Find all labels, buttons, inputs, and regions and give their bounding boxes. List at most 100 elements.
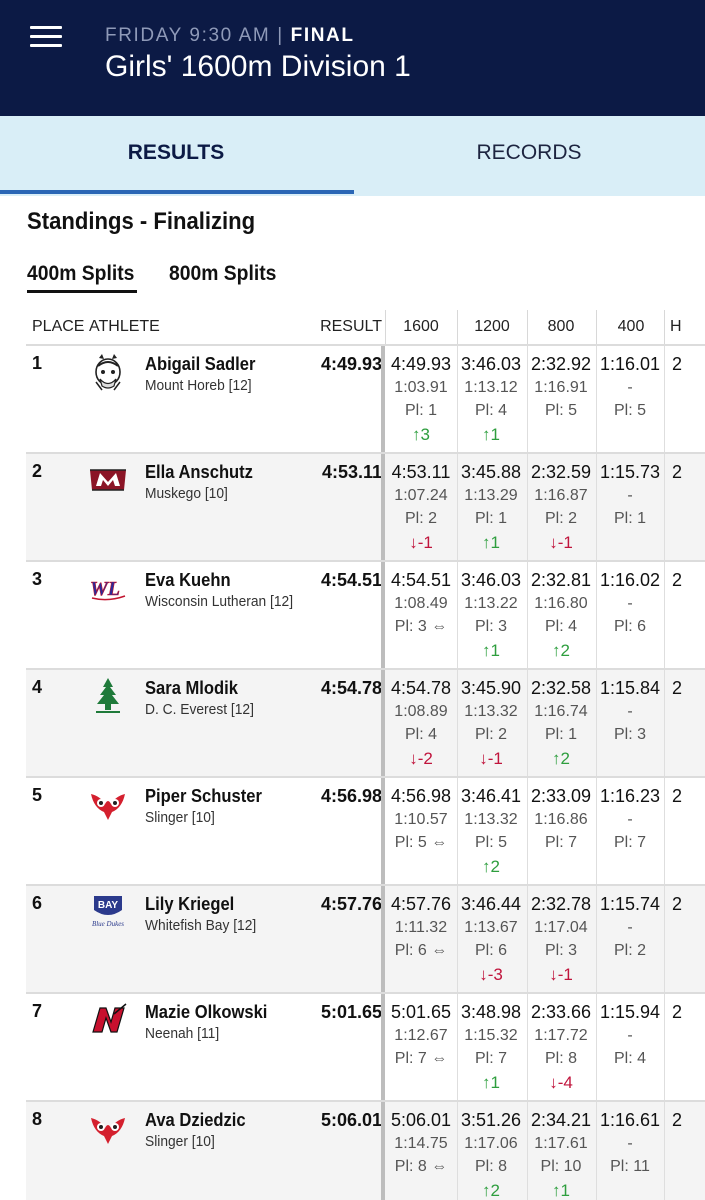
athlete-name[interactable]: Piper Schuster <box>145 786 262 806</box>
split-1600: 4:54.78 1:08.89 Pl: 4 ↓-2 <box>387 676 455 771</box>
result-divider <box>381 1102 385 1200</box>
split-time: 2:32.59 <box>530 462 592 482</box>
athlete-name[interactable]: Sara Mlodik <box>145 678 238 698</box>
place-change: ↓-1 <box>409 533 433 552</box>
result-time: 4:49.93 <box>320 354 382 374</box>
tab-800m-splits[interactable]: 800m Splits <box>169 262 277 285</box>
athlete-name[interactable]: Abigail Sadler <box>145 354 256 374</box>
split-place: Pl: 8 <box>544 1050 577 1067</box>
split-1200: 3:46.44 1:13.67 Pl: 6 ↓-3 <box>457 892 525 987</box>
result-divider <box>381 886 385 992</box>
table-row[interactable]: 2 Ella Anschutz Muskego [10] 4:53.11 4:53.1… <box>26 452 705 560</box>
column-header-1600[interactable]: 1600 <box>403 318 439 335</box>
split-1200: 3:46.41 1:13.32 Pl: 5 ↑2 <box>457 784 525 879</box>
split-place: Pl: 2 <box>474 726 507 743</box>
partial-column-value: 2 <box>672 786 683 806</box>
split-lap: - <box>627 379 633 396</box>
athlete-name[interactable]: Ella Anschutz <box>145 462 253 482</box>
split-time: 3:48.98 <box>460 1002 522 1022</box>
table-row[interactable]: 8 Ava Dziedzic Slinger [10] 5:06.01 5:06.01… <box>26 1100 705 1200</box>
split-time: 2:32.81 <box>530 570 592 590</box>
column-divider <box>527 670 528 776</box>
split-time: 1:15.84 <box>599 678 661 698</box>
place-change <box>596 747 664 771</box>
column-divider <box>527 778 528 884</box>
column-divider <box>457 778 458 884</box>
split-time: 2:32.58 <box>530 678 592 698</box>
tab-records[interactable]: RECORDS <box>476 141 582 164</box>
table-row[interactable]: 3 WL Eva Kuehn Wisconsin Lutheran [12] 4:54.… <box>26 560 705 668</box>
split-time: 2:32.92 <box>530 354 592 374</box>
place-change: ↑1 <box>482 1073 500 1092</box>
active-tab-indicator <box>0 190 354 194</box>
place-change <box>596 963 664 987</box>
split-1600: 4:53.11 1:07.24 Pl: 2 ↓-1 <box>387 460 455 555</box>
column-divider <box>596 778 597 884</box>
split-place: Pl: 7 <box>613 834 646 851</box>
column-header-athlete[interactable]: ATHLETE <box>89 318 160 335</box>
split-time: 4:56.98 <box>390 786 452 806</box>
whitefish-bay-logo: BAY Blue Dukes <box>88 892 128 932</box>
split-time: 1:16.23 <box>599 786 661 806</box>
split-place: Pl: 5 <box>474 834 507 851</box>
athlete-name[interactable]: Mazie Olkowski <box>145 1002 268 1022</box>
place-change <box>596 1179 664 1200</box>
place-change: ↑2 <box>552 749 570 768</box>
table-row[interactable]: 7 Mazie Olkowski Neenah [11] 5:01.65 5:01.6… <box>26 992 705 1100</box>
split-lap: 1:17.06 <box>464 1135 518 1152</box>
place-change <box>527 855 595 879</box>
status-separator: | <box>270 25 291 46</box>
column-header-1200[interactable]: 1200 <box>474 318 510 335</box>
split-800: 2:32.58 1:16.74 Pl: 1 ↑2 <box>527 676 595 771</box>
column-header-partial[interactable]: H <box>670 318 682 335</box>
place-change: ↑3 <box>412 425 430 444</box>
athlete-name[interactable]: Ava Dziedzic <box>145 1110 246 1130</box>
column-divider <box>664 670 665 776</box>
column-divider <box>527 562 528 668</box>
column-header-400[interactable]: 400 <box>617 318 645 335</box>
column-divider <box>457 562 458 668</box>
split-place: Pl: 6 <box>613 618 646 635</box>
place-change: ↑2 <box>482 857 500 876</box>
athlete-school: Neenah [11] <box>145 1025 220 1042</box>
column-divider <box>664 778 665 884</box>
athlete-name[interactable]: Lily Kriegel <box>145 894 235 914</box>
column-header-result[interactable]: RESULT <box>320 318 382 335</box>
column-divider <box>596 454 597 560</box>
place-change <box>596 1071 664 1095</box>
table-row[interactable]: 4 Sara Mlodik D. C. Everest [12] 4:54.78 4:… <box>26 668 705 776</box>
place-change <box>596 855 664 879</box>
column-divider <box>664 886 665 992</box>
column-header-place[interactable]: PLACE <box>32 318 85 335</box>
split-lap: 1:07.24 <box>394 487 448 504</box>
split-place: Pl: 8 <box>474 1158 507 1175</box>
split-time: 3:45.88 <box>460 462 522 482</box>
athlete-name[interactable]: Eva Kuehn <box>145 570 231 590</box>
table-row[interactable]: 1 Abigail Sadler Mount Horeb [12] 4:49.93 4… <box>26 344 705 452</box>
column-divider <box>596 886 597 992</box>
tab-bar: RESULTS RECORDS <box>0 116 705 196</box>
place-change: ↑2 <box>552 641 570 660</box>
split-lap: 1:16.74 <box>534 703 588 720</box>
column-header-800[interactable]: 800 <box>547 318 575 335</box>
place-change <box>387 1071 455 1095</box>
column-divider <box>664 994 665 1100</box>
split-place: Pl: 6 ⇔ <box>394 942 448 959</box>
place-change: ↑1 <box>482 425 500 444</box>
table-row[interactable]: 5 Piper Schuster Slinger [10] 4:56.98 4:56.… <box>26 776 705 884</box>
tab-400m-splits[interactable]: 400m Splits <box>27 262 135 285</box>
split-place: Pl: 7 <box>474 1050 507 1067</box>
split-1600: 5:01.65 1:12.67 Pl: 7 ⇔ <box>387 1000 455 1095</box>
split-place: Pl: 5 <box>613 402 646 419</box>
split-1200: 3:51.26 1:17.06 Pl: 8 ↑2 <box>457 1108 525 1200</box>
hamburger-menu-icon[interactable] <box>30 26 62 48</box>
event-title: Girls' 1600m Division 1 <box>105 50 411 83</box>
partial-column-value: 2 <box>672 1002 683 1022</box>
split-place: Pl: 5 <box>544 402 577 419</box>
table-row[interactable]: 6 BAY Blue Dukes Lily Kriegel Whitefish Bay … <box>26 884 705 992</box>
split-time: 3:46.03 <box>460 354 522 374</box>
split-lap: 1:17.04 <box>534 919 588 936</box>
result-time: 4:57.76 <box>320 894 382 914</box>
tab-results[interactable]: RESULTS <box>127 141 225 164</box>
column-divider <box>596 670 597 776</box>
